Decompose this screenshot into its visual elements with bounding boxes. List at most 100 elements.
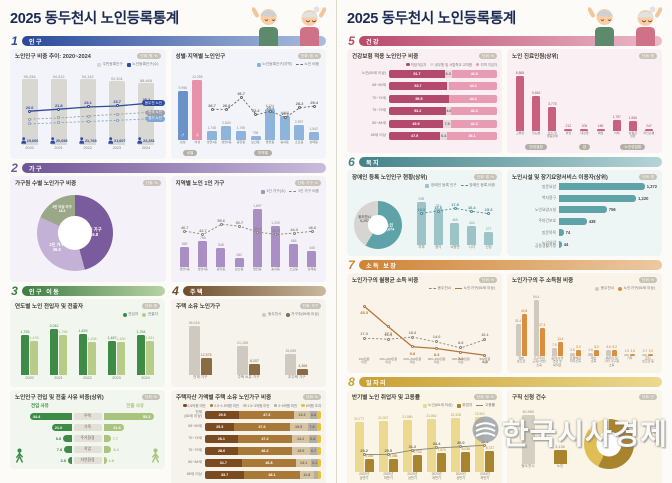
line-marker <box>453 206 457 210</box>
legend-swatch <box>460 185 468 186</box>
value-label: 36,016 <box>188 321 200 326</box>
line-marker <box>386 325 390 329</box>
section-number: 7 <box>348 258 355 272</box>
line-value-label: 8.3 <box>433 352 440 358</box>
section-title-bar: 건강 <box>359 36 662 46</box>
bar: 1,757 <box>612 115 621 131</box>
category-label: 상패동 <box>307 267 317 271</box>
line-value-label: 17.3 <box>360 330 368 336</box>
stacked-bar: 47.5 6.4 46.1 <box>389 132 497 140</box>
row-label: 복지용구 <box>542 196 556 200</box>
legend-swatch <box>243 403 247 408</box>
legend-swatch <box>429 288 437 289</box>
row-label: 방문요양 <box>542 184 556 189</box>
line-value-label: 16.4 <box>468 204 476 210</box>
value-label: 1,766 <box>58 329 68 334</box>
bar <box>559 229 564 236</box>
segment-value: 6.3 <box>445 71 451 76</box>
elderly-count: 22,251 <box>137 137 155 144</box>
reason-label: 가족 <box>73 424 102 431</box>
bar-column: 798 보산동 <box>248 62 263 156</box>
chart-legend: 전입자 전출자 <box>122 312 158 317</box>
bar: 1,795 <box>235 126 246 140</box>
section-number: 3 <box>11 284 18 298</box>
bar-column: 100~200만원 미만 <box>376 286 400 370</box>
line-value-label: 42.7 <box>199 227 207 233</box>
gender-icon: ♂ <box>180 133 186 139</box>
elderly-couple-illustration <box>251 4 327 46</box>
section-title: 가구 <box>29 166 44 173</box>
category-label: 정부 보조금 <box>516 356 526 364</box>
row-label: 70~74세 <box>188 435 202 440</box>
line-value-label: 38.1 <box>481 438 489 444</box>
value-label: 2.6 <box>588 347 593 352</box>
value-label: 27.4 <box>539 322 546 327</box>
legend-item: 장애인 등록 인구 <box>425 183 457 188</box>
card-welfare-disabled: 장애인 등록 노인인구 현황(상위) 단위: 명, % 장애인 등록 인구 장애인 … <box>347 170 502 256</box>
walking-person-icon <box>14 448 25 468</box>
card-house-asset: 주택자산 가액별 주택 소유 노인가구 비중 단위: % 0.5억원 미만 0.5~… <box>171 390 326 483</box>
category-label: 생연2동 <box>197 267 208 271</box>
value-label: 1,542 <box>309 126 318 131</box>
bar-segment: 42.0 <box>451 69 497 78</box>
bar-column: 3,778 정신 및 행동장애 <box>544 62 560 150</box>
bar-segment: 11.8 <box>299 470 314 479</box>
category-label: 위암 <box>565 131 572 135</box>
bar: 1.6 <box>630 349 636 356</box>
unit-badge: 단위: 가구, % <box>294 180 321 186</box>
line-value-label: 20.6 <box>25 104 34 110</box>
chart-title: 지역별 노인 1인 가구 <box>175 181 225 187</box>
bar-column: 31.4 40.8 정부 보조금 <box>512 286 530 370</box>
chart-legend: 0.5억원 미만 0.5~1.5억원 미만 1.5~3억원 미만 3~6억원 미만 6억… <box>176 403 321 408</box>
pop-trend-chart: 주민등록인구 노인등록인구(수) 95,338 2020 94,912 2021 94,14… <box>15 62 165 154</box>
value-label: 44 <box>563 241 569 247</box>
hbar-row: 방문요양 1,372 <box>512 183 657 190</box>
line-value-label: 25.2 <box>360 448 368 454</box>
category-label: 치매 <box>613 131 620 135</box>
bar-columns: 1,753 1,478 2020 2,042 1,766 2021 1,825 1,438 20… <box>15 312 160 384</box>
value-label: 8.8 <box>55 436 62 441</box>
value-label: 277 <box>485 226 492 231</box>
segment-value: 47.6 <box>258 424 266 429</box>
legend-item: 고용률 <box>476 403 495 408</box>
line-value-label: 28.2 <box>295 101 304 107</box>
legend-swatch <box>595 286 600 291</box>
bar: 5.6 <box>606 345 612 356</box>
line-marker <box>225 107 229 111</box>
legend-label: 장애인 등록 비중 <box>469 183 495 187</box>
row-label: 방문목욕 <box>542 230 556 235</box>
value-label: 1,478 <box>29 336 39 341</box>
bar-column: 8,865 고혈압 <box>512 62 528 150</box>
line-value-label: 5.2 <box>458 356 464 362</box>
value-label: 15,059 <box>285 349 297 354</box>
line-value-label: 52.7 <box>235 219 244 225</box>
unit-badge: 단위: % <box>303 394 321 400</box>
unit-badge: 단위: % <box>142 180 161 186</box>
house-asset-chart: 0.5억원 미만 0.5~1.5억원 미만 1.5~3억원 미만 3~6억원 미만 6억… <box>176 403 321 479</box>
bar-columns: 31.4 40.8 정부 보조금 54.4 27.4 가구주의 근로(사업) 소득 7.5 1… <box>512 286 657 370</box>
legend-item: 동두천시 <box>262 312 282 317</box>
line-value-label: 23.1 <box>84 100 92 106</box>
value-label: 12,255 <box>192 74 203 79</box>
segment-value: 46.8 <box>265 460 273 465</box>
card-pop-trend: 노인인구 비중 추이: 2020~2024 단위: 명, % 주민등록인구 노인등록… <box>10 49 166 159</box>
chart-title: 성별·지역별 노인인구 <box>175 54 226 60</box>
bar-segment: 6.1 <box>311 458 319 467</box>
bar: 1,825 <box>79 329 88 375</box>
section-housing: 4 주택 주택 소유 노인가구 단위: 가구 동두천시 가구주(65세 이상) 36,… <box>171 285 326 483</box>
stacked-bar: 31.7 46.8 13.1 6.1 <box>205 458 321 467</box>
bar-column: 12,255 ♀ 여성 <box>190 62 205 156</box>
line-value-label: 22.2 <box>252 108 260 114</box>
bar-segment: 47.6 <box>234 422 290 431</box>
bar <box>559 194 637 202</box>
legend-label: 1.5~3억원 미만 <box>247 404 270 408</box>
bar: 1,753 <box>21 330 30 375</box>
bar-segment: 42.2 <box>451 119 497 128</box>
unit-badge: 단위: 명 <box>142 303 160 309</box>
segment-value: 42.2 <box>470 121 478 126</box>
bar: 3,778 <box>548 102 557 131</box>
line-value-label: 27.3 <box>384 330 393 336</box>
line-value-label: 42.5 <box>272 227 280 233</box>
bar-segment: 31.7 <box>205 458 242 467</box>
value-label: 21,607 <box>114 138 126 143</box>
